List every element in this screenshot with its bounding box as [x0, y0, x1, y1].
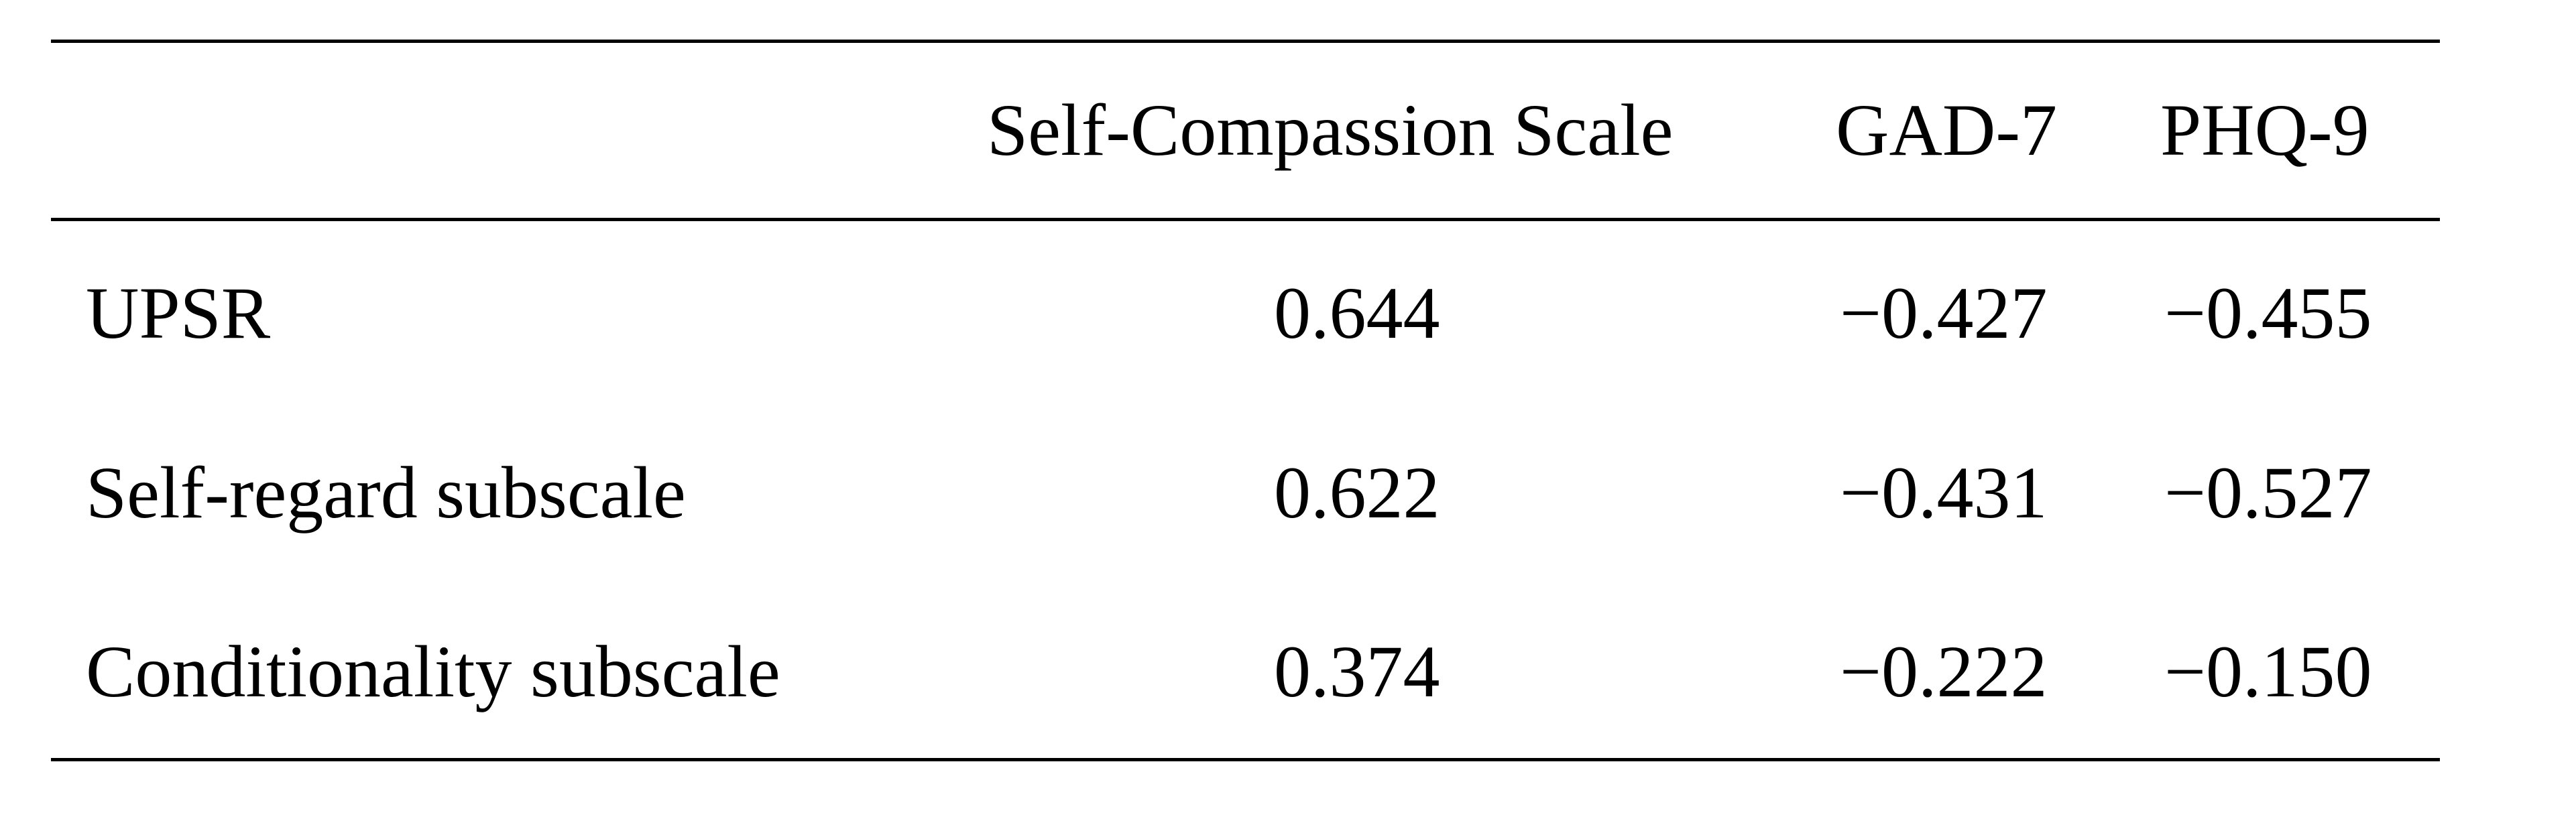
cell-self-regard-scs: 0.622	[1274, 452, 1440, 533]
cell-upsr-phq: −0.455	[2164, 272, 2372, 354]
header-gad-7: GAD-7	[1836, 89, 2057, 171]
row-label-conditionality: Conditionality subscale	[86, 631, 780, 712]
header-phq-9: PHQ-9	[2160, 89, 2369, 171]
row-label-upsr: UPSR	[86, 272, 271, 354]
table-header-rule	[51, 218, 2440, 221]
table-bottom-rule	[51, 758, 2440, 761]
header-self-compassion-scale: Self-Compassion Scale	[987, 89, 1674, 171]
cell-conditionality-gad: −0.222	[1840, 631, 2048, 712]
correlation-table: Self-Compassion Scale GAD-7 PHQ-9 UPSR 0…	[51, 0, 2440, 827]
cell-self-regard-phq: −0.527	[2164, 452, 2372, 533]
row-label-self-regard: Self-regard subscale	[86, 452, 686, 533]
cell-conditionality-scs: 0.374	[1274, 631, 1440, 712]
cell-conditionality-phq: −0.150	[2164, 631, 2372, 712]
cell-upsr-gad: −0.427	[1840, 272, 2048, 354]
table-top-rule	[51, 40, 2440, 43]
cell-upsr-scs: 0.644	[1274, 272, 1440, 354]
cell-self-regard-gad: −0.431	[1840, 452, 2048, 533]
